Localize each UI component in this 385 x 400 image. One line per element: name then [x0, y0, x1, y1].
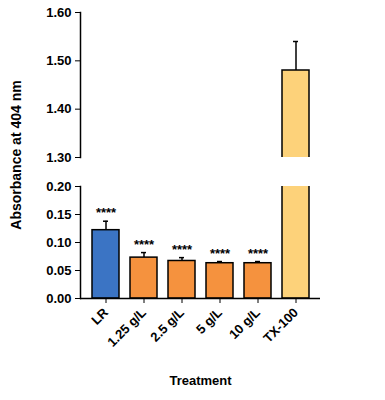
svg-text:1.60: 1.60	[46, 5, 71, 20]
svg-text:****: ****	[248, 246, 269, 261]
svg-text:****: ****	[172, 242, 193, 257]
svg-text:0.05: 0.05	[46, 263, 71, 278]
html-text:Absorbance at 404 nm: Absorbance at 404 nm	[8, 80, 24, 230]
svg-text:****: ****	[96, 205, 117, 220]
svg-text:2.5 g/L: 2.5 g/L	[147, 305, 187, 345]
svg-text:0.00: 0.00	[46, 291, 71, 306]
svg-text:1.40: 1.40	[46, 101, 71, 116]
svg-text:****: ****	[210, 246, 231, 261]
svg-text:LR: LR	[88, 304, 111, 327]
svg-text:Treatment: Treatment	[169, 373, 232, 388]
svg-text:5 g/L: 5 g/L	[193, 305, 225, 337]
svg-text:1.25 g/L: 1.25 g/L	[104, 305, 149, 350]
svg-text:1.50: 1.50	[46, 53, 71, 68]
svg-text:0.15: 0.15	[46, 207, 71, 222]
svg-text:0.10: 0.10	[46, 235, 71, 250]
svg-text:****: ****	[134, 237, 155, 252]
svg-text:0.20: 0.20	[46, 179, 71, 194]
svg-text:TX-100: TX-100	[260, 305, 301, 346]
svg-text:1.30: 1.30	[46, 150, 71, 165]
svg-text:10 g/L: 10 g/L	[226, 305, 263, 342]
